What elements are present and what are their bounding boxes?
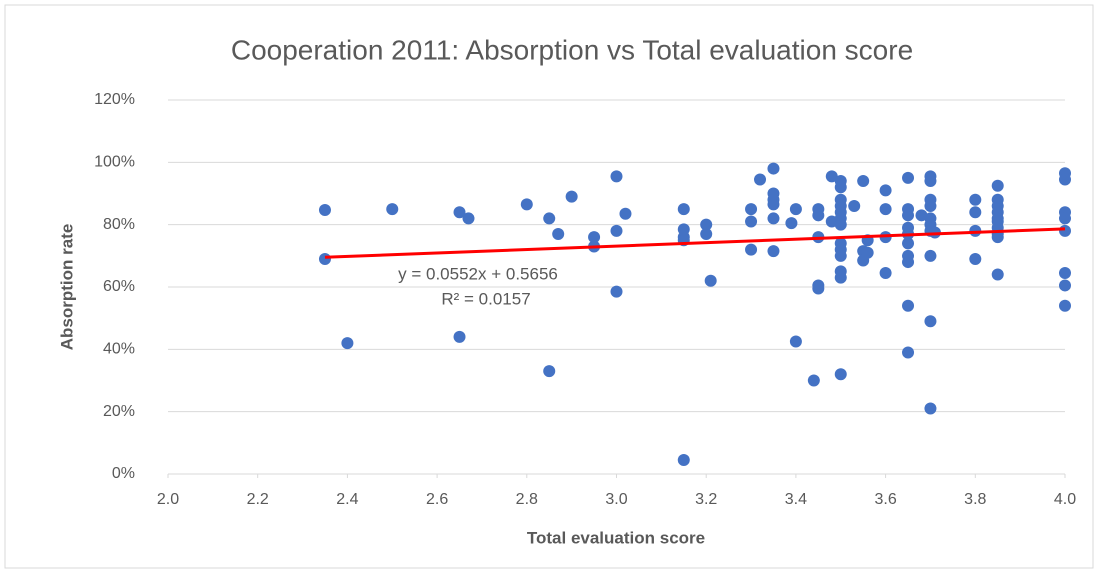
point (767, 162, 780, 175)
point (318, 204, 331, 217)
x-tick-label: 2.6 (426, 491, 448, 508)
point (745, 215, 758, 228)
y-tick-label: 40% (103, 341, 135, 358)
x-tick-label: 3.0 (605, 491, 627, 508)
point (767, 212, 780, 225)
y-tick-label: 80% (103, 216, 135, 233)
y-axis-title: Absorption rate (57, 224, 76, 351)
x-tick-label: 2.8 (516, 491, 538, 508)
point (520, 198, 533, 211)
point (834, 218, 847, 231)
point (1059, 212, 1071, 225)
point (543, 365, 556, 378)
point (902, 209, 915, 222)
x-tick-label: 2.4 (336, 491, 358, 508)
point (924, 199, 937, 212)
point (924, 175, 937, 188)
point (1059, 279, 1071, 292)
point (785, 217, 798, 230)
point (834, 271, 847, 284)
point (677, 203, 690, 216)
point (969, 206, 982, 219)
point (902, 256, 915, 269)
point (619, 207, 632, 220)
point (700, 228, 713, 241)
point (924, 315, 937, 328)
point (902, 237, 915, 250)
point (588, 231, 601, 244)
x-tick-label: 3.6 (874, 491, 896, 508)
point (879, 184, 892, 197)
x-tick-label: 2.0 (157, 491, 179, 508)
point (700, 218, 713, 231)
point (969, 252, 982, 265)
point (767, 245, 780, 258)
point (745, 203, 758, 216)
y-tick-label: 100% (94, 154, 135, 171)
x-tick-label: 3.2 (695, 491, 717, 508)
point (834, 368, 847, 381)
point (861, 246, 874, 259)
point (462, 212, 475, 225)
point (1059, 266, 1071, 279)
point (924, 249, 937, 262)
point (610, 170, 623, 183)
point (754, 173, 767, 186)
trendline-equation: y = 0.0552x + 0.5656 (398, 264, 558, 283)
point (789, 203, 802, 216)
point (924, 402, 937, 415)
point (807, 374, 820, 387)
y-tick-label: 0% (112, 465, 135, 482)
point (857, 175, 870, 188)
point (902, 171, 915, 184)
chart-title: Cooperation 2011: Absorption vs Total ev… (231, 34, 913, 65)
point (834, 249, 847, 262)
point (745, 243, 758, 256)
x-axis-title: Total evaluation score (527, 528, 705, 547)
point (610, 224, 623, 237)
point (991, 231, 1004, 244)
y-tick-label: 20% (103, 403, 135, 420)
point (848, 199, 861, 212)
y-tick-label: 60% (103, 278, 135, 295)
point (834, 181, 847, 194)
x-tick-label: 4.0 (1054, 491, 1076, 508)
point (453, 330, 466, 343)
y-tick-label: 120% (94, 91, 135, 108)
point (825, 170, 838, 183)
point (812, 282, 825, 295)
point (879, 266, 892, 279)
trendline (324, 227, 1066, 259)
point (812, 209, 825, 222)
point (902, 346, 915, 359)
point (879, 203, 892, 216)
point (341, 337, 354, 350)
point (453, 206, 466, 219)
x-tick-label: 3.4 (785, 491, 807, 508)
trendline-r2: R² = 0.0157 (441, 289, 530, 308)
point (991, 268, 1004, 281)
x-tick-label: 3.8 (964, 491, 986, 508)
point (1059, 299, 1071, 312)
point (789, 335, 802, 348)
point (915, 209, 928, 222)
point (386, 203, 399, 216)
point (1059, 173, 1071, 186)
point (677, 453, 690, 466)
point (565, 190, 578, 203)
point (902, 299, 915, 312)
point (1059, 224, 1071, 237)
point (543, 212, 556, 225)
point (767, 198, 780, 211)
point (610, 285, 623, 298)
point (969, 193, 982, 206)
point (704, 274, 717, 287)
x-tick-label: 2.2 (247, 491, 269, 508)
point (991, 179, 1004, 192)
point (318, 252, 331, 265)
point (552, 228, 565, 241)
